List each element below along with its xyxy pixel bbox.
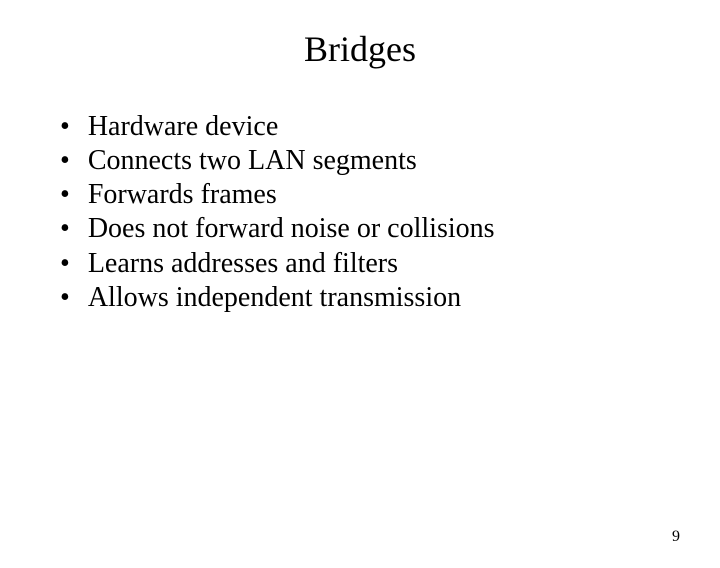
bullet-text: Allows independent transmission <box>88 281 461 315</box>
list-item: • Does not forward noise or collisions <box>60 212 720 246</box>
slide-title: Bridges <box>0 28 720 70</box>
bullet-icon: • <box>60 110 70 144</box>
bullet-text: Hardware device <box>88 110 278 144</box>
bullet-icon: • <box>60 281 70 315</box>
bullet-text: Learns addresses and filters <box>88 247 398 281</box>
bullet-list: • Hardware device • Connects two LAN seg… <box>0 110 720 315</box>
bullet-text: Connects two LAN segments <box>88 144 417 178</box>
list-item: • Hardware device <box>60 110 720 144</box>
list-item: • Allows independent transmission <box>60 281 720 315</box>
list-item: • Forwards frames <box>60 178 720 212</box>
bullet-text: Forwards frames <box>88 178 277 212</box>
list-item: • Learns addresses and filters <box>60 247 720 281</box>
page-number: 9 <box>672 528 680 546</box>
list-item: • Connects two LAN segments <box>60 144 720 178</box>
bullet-icon: • <box>60 212 70 246</box>
bullet-text: Does not forward noise or collisions <box>88 212 495 246</box>
bullet-icon: • <box>60 144 70 178</box>
bullet-icon: • <box>60 247 70 281</box>
bullet-icon: • <box>60 178 70 212</box>
